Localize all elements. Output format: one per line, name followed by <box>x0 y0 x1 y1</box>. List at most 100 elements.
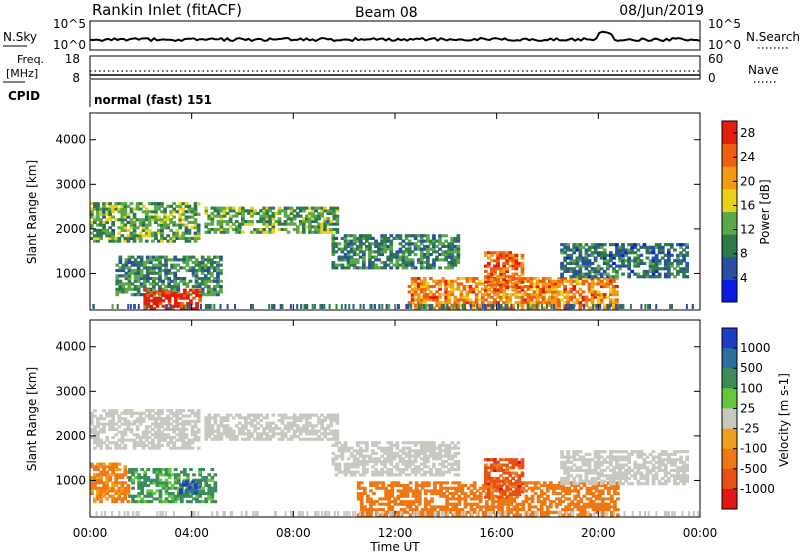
heatmap-cell <box>271 206 276 210</box>
heatmap-cell <box>597 494 602 498</box>
heatmap-cell <box>96 430 100 434</box>
heatmap-cell <box>120 422 125 426</box>
heatmap-cell <box>190 446 195 450</box>
heatmap-cell <box>167 486 172 490</box>
heatmap-cell <box>349 242 354 246</box>
heatmap-cell <box>392 236 397 240</box>
heatmap-cell <box>389 468 394 472</box>
heatmap-cell <box>444 454 448 458</box>
heatmap-cell <box>187 215 192 219</box>
heatmap-cell <box>505 275 509 279</box>
heatmap-cell <box>609 293 613 297</box>
heatmap-cell <box>386 468 391 472</box>
heatmap-cell <box>407 462 412 466</box>
heatmap-cell <box>195 288 199 292</box>
heatmap-cell <box>493 293 497 297</box>
heatmap-cell <box>105 210 109 214</box>
heatmap-cell <box>508 285 513 289</box>
heatmap-cell <box>173 271 178 275</box>
heatmap-cell <box>317 437 321 441</box>
heatmap-cell <box>505 267 509 271</box>
heatmap-cell <box>450 239 455 243</box>
heatmap-cell <box>560 275 564 279</box>
heatmap-cell <box>311 220 315 224</box>
heatmap-cell <box>578 256 583 260</box>
heatmap-cell <box>587 264 592 268</box>
heatmap-cell <box>311 304 314 309</box>
heatmap-cell <box>157 223 161 227</box>
heatmap-cell <box>414 497 419 501</box>
heatmap-cell <box>558 497 562 501</box>
beam-label: Beam 08 <box>355 5 418 21</box>
heatmap-cell <box>133 285 138 289</box>
heatmap-cell <box>375 484 379 488</box>
heatmap-cell <box>163 236 167 240</box>
heatmap-cell <box>368 258 372 262</box>
heatmap-cell <box>457 486 462 490</box>
heatmap-cell <box>563 479 567 483</box>
heatmap-cell <box>575 269 580 273</box>
heatmap-cell <box>514 495 519 499</box>
heatmap-cell <box>138 422 143 426</box>
heatmap-cell <box>108 427 112 431</box>
heatmap-cell <box>517 476 522 480</box>
heatmap-cell <box>117 438 122 442</box>
heatmap-cell <box>108 411 112 415</box>
heatmap-cell <box>414 492 419 496</box>
heatmap-cell <box>447 443 452 447</box>
heatmap-cell <box>346 258 351 262</box>
heatmap-cell <box>505 261 509 265</box>
heatmap-cell <box>596 476 601 480</box>
heatmap-cell <box>554 287 558 291</box>
heatmap-cell <box>123 411 128 415</box>
heatmap-cell <box>344 304 347 309</box>
heatmap-cell <box>414 494 419 498</box>
heatmap-cell <box>607 489 611 493</box>
heatmap-cell <box>265 424 270 428</box>
heatmap-cell <box>426 250 430 254</box>
heatmap-cell <box>234 413 239 417</box>
heatmap-cell <box>188 255 193 259</box>
heatmap-cell <box>268 209 273 213</box>
heatmap-cell <box>195 304 199 308</box>
heatmap-cell <box>114 207 119 211</box>
heatmap-cell <box>533 481 538 485</box>
heatmap-cell <box>404 468 409 472</box>
heatmap-cell <box>413 449 418 453</box>
heatmap-cell <box>511 264 516 268</box>
heatmap-cell <box>155 497 160 501</box>
heatmap-cell <box>423 293 427 297</box>
heatmap-cell <box>509 500 514 504</box>
heatmap-cell <box>612 285 616 289</box>
heatmap-cell <box>133 274 138 278</box>
heatmap-cell <box>447 290 452 294</box>
heatmap-cell <box>423 282 427 286</box>
heatmap-cell <box>111 494 115 498</box>
heatmap-cell <box>517 285 522 289</box>
heatmap-cell <box>329 437 334 441</box>
heatmap-cell <box>108 494 112 498</box>
heatmap-cell <box>395 236 400 240</box>
heatmap-cell <box>111 215 115 219</box>
heatmap-cell <box>413 279 418 283</box>
heatmap-cell <box>404 451 409 455</box>
heatmap-cell <box>332 413 337 417</box>
heatmap-cell <box>130 269 135 273</box>
noise-panel: N.Sky 10^5 10^0 10^5 10^0 N.Search <box>3 17 800 52</box>
heatmap-cell <box>557 298 561 302</box>
heatmap-cell <box>108 414 112 418</box>
heatmap-cell <box>612 290 616 294</box>
heatmap-cell <box>545 277 549 281</box>
heatmap-cell <box>682 272 686 276</box>
heatmap-cell <box>569 468 574 472</box>
heatmap-cell <box>157 409 161 413</box>
heatmap-cell <box>377 242 381 246</box>
heatmap-cell <box>487 264 491 268</box>
heatmap-cell <box>191 269 196 273</box>
heatmap-cell <box>135 427 140 431</box>
heatmap-cell <box>408 505 413 509</box>
heatmap-cell <box>613 489 617 493</box>
heatmap-cell <box>167 468 172 472</box>
heatmap-cell <box>173 304 178 308</box>
heatmap-cell <box>132 234 137 238</box>
